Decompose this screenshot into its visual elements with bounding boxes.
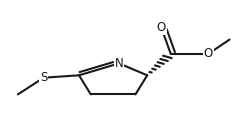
Text: N: N <box>115 57 123 70</box>
Text: O: O <box>204 47 213 60</box>
Text: O: O <box>157 21 166 34</box>
Text: S: S <box>40 71 47 84</box>
